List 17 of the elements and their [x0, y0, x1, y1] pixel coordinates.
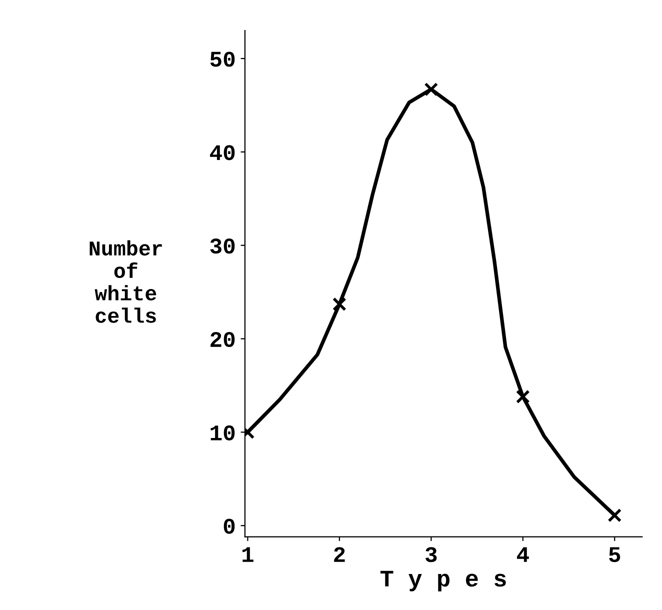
y-tick-label: 30 [210, 238, 235, 254]
y-tick-label: 20 [210, 332, 235, 348]
x-tick-label: 3 [426, 547, 437, 562]
point [516, 390, 530, 404]
y-tick-label: 50 [210, 52, 235, 67]
x-tick-label: 2 [334, 547, 345, 562]
y-tick-label: 0 [224, 518, 235, 534]
x-tick-label: 4 [516, 547, 529, 562]
point [424, 82, 438, 96]
point [608, 508, 622, 522]
x-tick-label: 1 [242, 547, 254, 562]
x-axis-title: T y p e s [380, 570, 506, 592]
y-tick-label: 10 [210, 425, 235, 440]
x-tick-label: 5 [609, 547, 620, 562]
y-tick-label: 40 [210, 145, 235, 160]
y-axis-title: Number of white cells [90, 240, 162, 323]
point [332, 297, 346, 312]
